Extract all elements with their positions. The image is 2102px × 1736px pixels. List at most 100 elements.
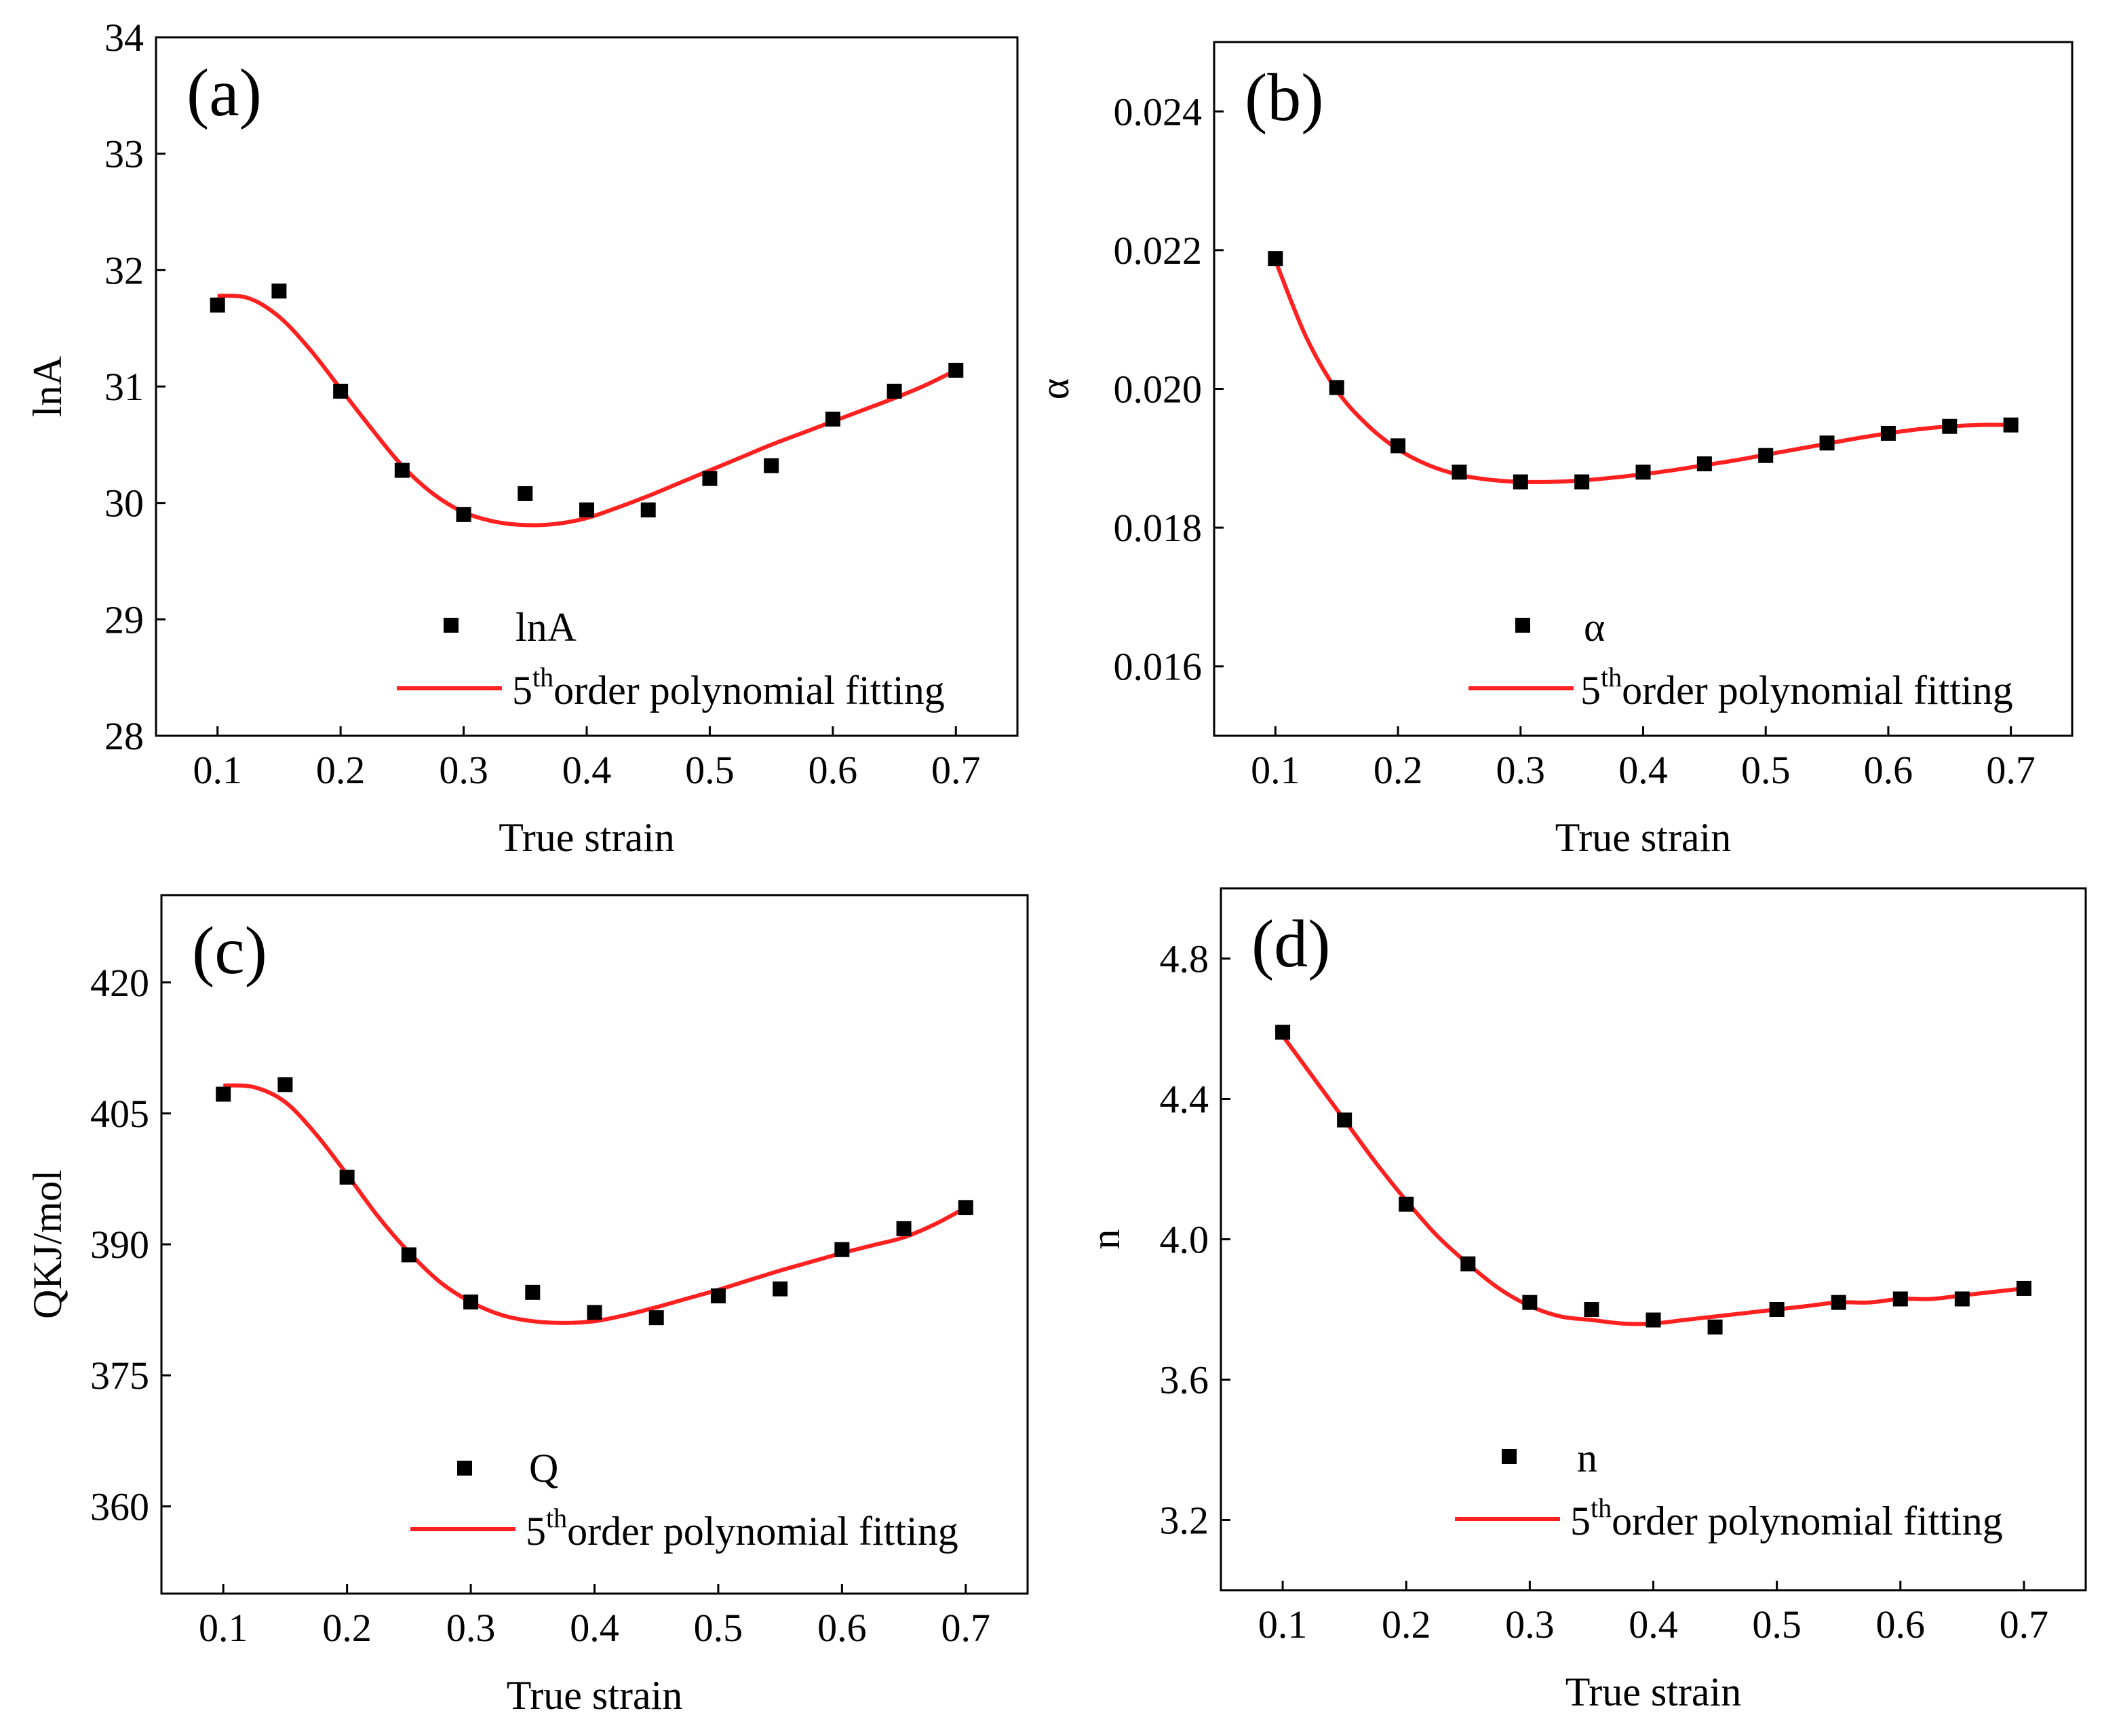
x-axis-title: True strain: [1565, 1670, 1741, 1714]
fit-curve: [223, 1083, 967, 1325]
x-axis-title: True strain: [507, 1673, 682, 1718]
data-point: [1522, 1295, 1538, 1310]
chart-panel-1: 0.1 0.2 0.3 0.4 0.5 0.6 0.7 28 29 30 31 32 33 34 True …: [25, 16, 1019, 860]
y-tick-label: 420: [90, 961, 149, 1005]
x-tick-label: 0.2: [316, 748, 366, 792]
fit-curve: [217, 294, 957, 528]
x-tick-label: 0.1: [1258, 1602, 1308, 1646]
legend: n 5thorder polynomial fitting: [1455, 1436, 2003, 1543]
x-tick-label: 0.4: [1629, 1602, 1678, 1646]
y-tick-label: 32: [104, 248, 144, 292]
data-point: [210, 297, 225, 313]
x-tick-label: 0.4: [562, 748, 612, 792]
legend-marker: [444, 618, 459, 633]
chart-panel-3: 0.1 0.2 0.3 0.4 0.5 0.6 0.7 360 375 390 405 420 True…: [25, 894, 1029, 1718]
y-tick-label: 0.024: [1114, 90, 1203, 134]
chart-panel-4: 0.1 0.2 0.3 0.4 0.5 0.6 0.7 3.2 3.6 4.0 4.4 4.8 True…: [1083, 887, 2087, 1714]
legend-label-fit: 5thorder polynomial fitting: [1580, 662, 2013, 713]
data-point: [1942, 418, 1958, 434]
y-tick-label: 405: [90, 1092, 149, 1136]
chart-panel-2: 0.1 0.2 0.3 0.4 0.5 0.6 0.7 0.016 0.018 0.020 0.02…: [1032, 41, 2074, 860]
x-tick-label: 0.7: [1986, 748, 2036, 792]
y-tick-label: 30: [104, 481, 144, 526]
data-point: [1892, 1291, 1908, 1307]
y-tick-label: 4.4: [1160, 1078, 1209, 1122]
legend-marker: [1502, 1449, 1517, 1464]
data-point: [216, 1086, 231, 1102]
y-axis-title: n: [1083, 1229, 1128, 1250]
y-tick-label: 0.018: [1114, 506, 1203, 550]
data-point: [1880, 425, 1896, 441]
legend-label-points: n: [1577, 1436, 1597, 1480]
x-tick-label: 0.5: [694, 1606, 743, 1650]
data-point: [277, 1077, 293, 1092]
data-point: [825, 412, 840, 427]
y-tick-label: 33: [104, 132, 144, 176]
y-tick-label: 34: [104, 16, 144, 60]
data-point: [773, 1281, 788, 1297]
x-axis-title: True strain: [499, 815, 674, 860]
data-point: [764, 458, 779, 473]
y-tick-label: 3.2: [1160, 1499, 1209, 1543]
panel-label: (c): [192, 913, 267, 988]
x-tick-label: 0.6: [1864, 748, 1913, 792]
y-axis-title: α: [1032, 378, 1077, 399]
x-tick-label: 0.1: [193, 748, 242, 792]
data-point: [1831, 1295, 1846, 1310]
legend-label-points: α: [1584, 605, 1605, 650]
y-tick-label: 31: [104, 365, 144, 409]
y-tick-label: 0.016: [1114, 645, 1203, 689]
y-tick-label: 0.020: [1114, 368, 1203, 412]
data-point: [887, 383, 902, 399]
data-point: [1513, 474, 1528, 490]
data-point: [1337, 1112, 1352, 1128]
x-tick-label: 0.5: [685, 748, 735, 792]
panel-label: (d): [1251, 906, 1331, 981]
plot-frame: [1220, 887, 2087, 1592]
data-point: [271, 283, 287, 299]
data-point: [1696, 456, 1712, 471]
data-point: [339, 1169, 355, 1185]
y-tick-label: 3.6: [1160, 1358, 1209, 1402]
data-point: [958, 1200, 973, 1215]
x-tick-label: 0.1: [1251, 748, 1300, 792]
data-point: [648, 1310, 664, 1326]
y-axis-title: lnA: [25, 356, 70, 417]
legend-label-points: lnA: [515, 605, 577, 650]
data-point: [702, 471, 718, 486]
data-point: [1399, 1196, 1414, 1212]
data-point: [1460, 1256, 1476, 1271]
plot-frame: [160, 894, 1029, 1595]
panel-label: (a): [187, 55, 262, 130]
data-point: [463, 1294, 479, 1309]
y-axis-title: QKJ/mol: [25, 1170, 70, 1319]
data-point: [834, 1242, 850, 1257]
data-point: [710, 1288, 726, 1303]
y-tick-label: 28: [104, 714, 144, 758]
legend-label-fit: 5thorder polynomial fitting: [1570, 1493, 2003, 1543]
y-tick-label: 375: [90, 1354, 149, 1398]
data-point: [518, 486, 533, 501]
x-axis-title: True strain: [1555, 815, 1731, 860]
x-tick-label: 0.2: [1374, 748, 1423, 792]
data-point: [1769, 1302, 1785, 1317]
data-point: [587, 1305, 602, 1320]
y-tick-label: 390: [90, 1223, 149, 1267]
x-tick-label: 0.3: [1505, 1602, 1555, 1646]
data-point: [1707, 1319, 1723, 1335]
y-tick-label: 29: [104, 597, 144, 642]
legend-marker: [1515, 618, 1530, 633]
x-tick-label: 0.3: [439, 748, 488, 792]
data-point: [1390, 438, 1406, 454]
legend-label-points: Q: [529, 1446, 558, 1491]
x-tick-label: 0.7: [931, 748, 981, 792]
y-tick-label: 360: [90, 1484, 149, 1528]
data-point: [1646, 1312, 1661, 1328]
x-tick-label: 0.2: [322, 1606, 372, 1650]
fit-curve: [1281, 1034, 2025, 1326]
data-point: [579, 502, 594, 517]
data-point: [1452, 465, 1467, 480]
data-point: [1275, 1025, 1291, 1040]
y-tick-label: 4.0: [1160, 1218, 1209, 1262]
